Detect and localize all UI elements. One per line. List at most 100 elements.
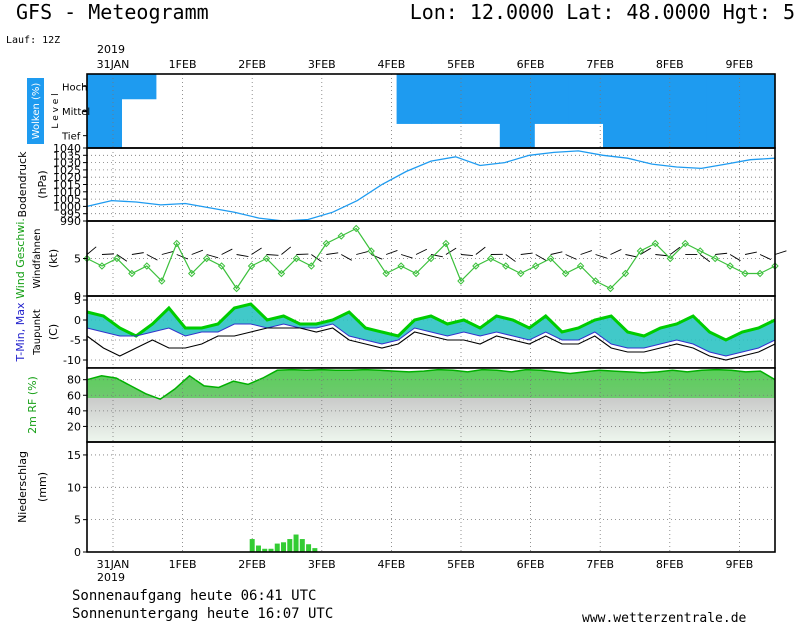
wind-barb bbox=[236, 254, 249, 258]
cloud-cell bbox=[465, 98, 501, 124]
precip-bar bbox=[249, 539, 255, 552]
date-tick-label: 5FEB bbox=[447, 558, 475, 571]
wind-speed-point bbox=[427, 254, 435, 263]
cloud-cell bbox=[740, 98, 776, 124]
cloud-level-label: Tief bbox=[61, 132, 81, 143]
pressure-tick-label: 1030 bbox=[53, 157, 81, 170]
wind-barb bbox=[146, 254, 158, 261]
temp-axis-label: T-Min, Max bbox=[14, 302, 27, 362]
cloud-cell bbox=[499, 98, 535, 124]
precip-bar bbox=[255, 545, 261, 552]
cloud-cell bbox=[568, 98, 604, 124]
cloud-level-label: Hoch bbox=[62, 82, 87, 93]
wind-speed-point bbox=[756, 269, 764, 278]
date-tick-label: 7FEB bbox=[586, 558, 614, 571]
top-date-axis: 31JAN 1FEB 2FEB 3FEB 4FEB 5FEB 6FEB 7FEB 8FEB 9FE… bbox=[97, 58, 754, 71]
wind-barb bbox=[595, 254, 608, 259]
wind-unit-label: (kt) bbox=[47, 249, 60, 268]
chart-title: GFS - Meteogramm bbox=[16, 0, 209, 24]
wind-barb bbox=[565, 254, 577, 260]
cloud-cell bbox=[534, 74, 570, 100]
wind-barb bbox=[505, 254, 516, 262]
cloud-cell bbox=[87, 123, 122, 149]
precip-bar bbox=[299, 539, 305, 552]
precipitation-panel: 0 5 10 15 Niederschlag (mm) bbox=[16, 441, 776, 559]
wind-speed-point bbox=[502, 262, 510, 270]
cloud-level-axis-label: L e v e l bbox=[51, 93, 61, 128]
temp-tick-label: -5 bbox=[70, 334, 81, 347]
pressure-tick-label: 1020 bbox=[53, 171, 81, 184]
date-tick-label: 31JAN bbox=[97, 558, 130, 571]
wind-panel: 0 5 Wind Geschwi. Windfahnen (kt) bbox=[14, 218, 787, 303]
precip-tick-label: 5 bbox=[74, 514, 81, 527]
cloud-cell bbox=[740, 74, 776, 100]
cloud-cell bbox=[431, 98, 466, 124]
date-tick-label: 5FEB bbox=[447, 58, 475, 71]
precip-bar bbox=[268, 548, 274, 552]
wind-speed-point bbox=[158, 277, 166, 285]
wind-speed-point bbox=[367, 247, 375, 255]
rh-axis-label: 2m RF (%) bbox=[26, 376, 39, 434]
wind-speed-point bbox=[442, 239, 450, 248]
pressure-axis-label: Bodendruck bbox=[16, 151, 29, 218]
year-top-label: 2019 bbox=[97, 43, 125, 56]
date-tick-label: 1FEB bbox=[169, 58, 197, 71]
wind-speed-point bbox=[187, 269, 196, 278]
pressure-tick-label: 1035 bbox=[53, 149, 81, 162]
cloud-cell bbox=[706, 98, 742, 124]
cloud-cell bbox=[706, 123, 742, 149]
date-tick-label: 8FEB bbox=[656, 558, 684, 571]
date-tick-label: 9FEB bbox=[725, 558, 753, 571]
cloud-cell bbox=[603, 74, 638, 100]
pressure-tick-label: 1005 bbox=[53, 193, 81, 206]
wind-speed-point bbox=[173, 239, 181, 248]
cloud-cell bbox=[568, 74, 604, 100]
wind-speed-point bbox=[472, 262, 480, 270]
cloud-cell bbox=[87, 74, 122, 100]
cloud-label-box bbox=[27, 78, 44, 144]
wind-barb bbox=[460, 254, 473, 256]
dewpoint-line bbox=[86, 327, 776, 361]
wind-barb bbox=[670, 246, 681, 255]
rh-tick-label: 20 bbox=[67, 420, 81, 433]
pressure-tick-label: 1010 bbox=[53, 186, 81, 199]
wind-speed-point bbox=[277, 269, 286, 278]
wind-speed-point bbox=[307, 262, 316, 270]
date-tick-label: 31JAN bbox=[97, 58, 130, 71]
wind-speed-point bbox=[247, 262, 256, 270]
wind-speed-point bbox=[561, 269, 570, 278]
wind-speed-point bbox=[546, 254, 555, 263]
wind-speed-point bbox=[606, 284, 615, 293]
precip-tick-label: 15 bbox=[67, 449, 81, 462]
cloud-panel: Hoch Mittel Tief Wolken (%) L e v e l bbox=[27, 73, 776, 149]
wind-barb bbox=[385, 249, 398, 255]
cloud-cell bbox=[534, 98, 570, 124]
wind-speed-line bbox=[86, 227, 776, 290]
cloud-cell bbox=[603, 98, 638, 124]
wind-barb bbox=[445, 247, 457, 255]
rh-tick-label: 60 bbox=[67, 389, 81, 402]
wind-speed-point bbox=[696, 247, 704, 255]
source-label: www.wetterzentrale.de bbox=[582, 611, 747, 625]
precip-tick-label: 10 bbox=[67, 481, 81, 494]
wind-speed-point bbox=[517, 269, 525, 278]
wind-barb bbox=[655, 254, 668, 257]
wind-speed-point bbox=[741, 269, 749, 278]
wind-barb bbox=[640, 247, 651, 255]
dewpoint-axis-label: Taupunkt bbox=[32, 309, 43, 356]
cloud-cell bbox=[637, 74, 673, 100]
wind-barb bbox=[86, 246, 97, 255]
date-tick-label: 9FEB bbox=[725, 58, 753, 71]
cloud-cell bbox=[87, 98, 122, 124]
wind-speed-point bbox=[113, 254, 121, 263]
cloud-cell bbox=[431, 74, 466, 100]
rh-tick-label: 80 bbox=[67, 374, 81, 387]
precip-unit-label: (mm) bbox=[36, 472, 49, 502]
temperature-panel: -10 -5 0 5 T-Min, Max Taupunkt (C) bbox=[14, 294, 776, 369]
wind-speed-point bbox=[262, 254, 271, 263]
wind-barb bbox=[206, 254, 219, 259]
cloud-cell bbox=[396, 74, 432, 100]
wind-barb bbox=[116, 254, 128, 262]
cloud-cell bbox=[671, 98, 707, 124]
